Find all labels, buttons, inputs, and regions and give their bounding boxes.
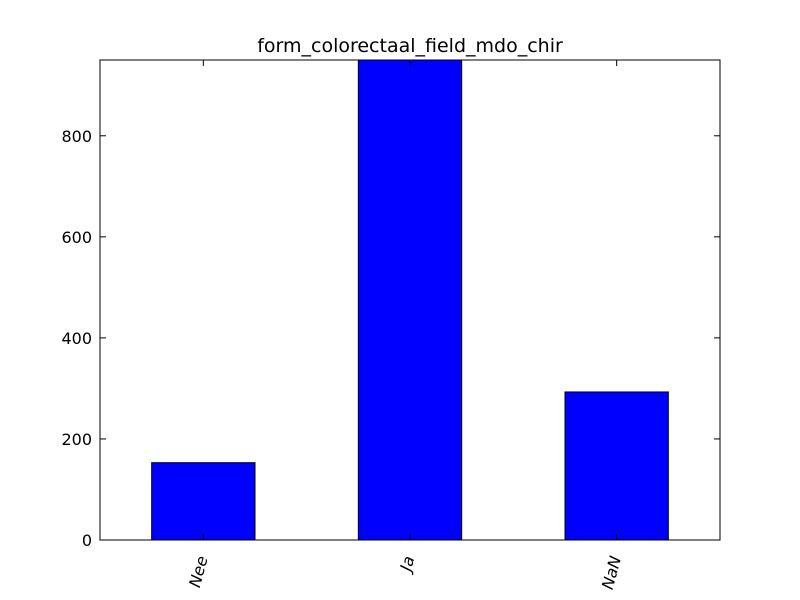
y-tick-label: 200 — [61, 430, 92, 449]
x-tick-label-ja: Ja — [395, 554, 418, 576]
y-tick-label: 400 — [61, 329, 92, 348]
x-tick-label-nan: NaN — [598, 554, 625, 592]
bar-nee — [151, 462, 256, 541]
y-tick-label: 0 — [82, 531, 92, 550]
x-tick-label-nee: Nee — [185, 554, 212, 590]
bars-layer — [151, 59, 669, 541]
bar-ja — [357, 59, 463, 541]
y-tick-label: 600 — [61, 228, 92, 247]
ticks-layer: 0 200 400 600 800 Nee Ja NaN — [61, 60, 720, 591]
y-tick-label: 800 — [61, 127, 92, 146]
bar-nan — [564, 391, 669, 541]
chart-title: form_colorectaal_field_mdo_chir — [257, 35, 563, 57]
